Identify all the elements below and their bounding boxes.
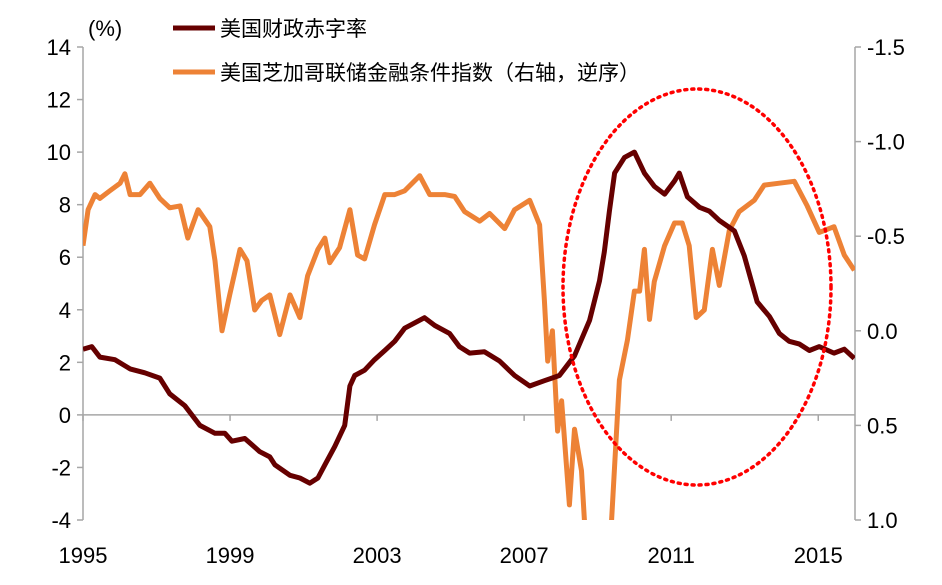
legend: 美国财政赤字率 美国芝加哥联储金融条件指数（右轴，逆序）: [173, 17, 640, 85]
x-tick-label: 2015: [794, 543, 843, 568]
left-tick-label: 0: [59, 403, 71, 428]
left-tick-label: -2: [51, 455, 71, 480]
axes: 14 12 10 8 6 4 2 0 -2 -4 -1.5 -1.0 -0.5 0.0 0.5 1.0 1995…: [47, 35, 905, 568]
x-tick-label: 2011: [648, 543, 695, 568]
x-tick-label: 2003: [353, 543, 402, 568]
left-tick-label: 6: [59, 245, 71, 270]
unit-label: (%): [88, 16, 122, 41]
x-tick-label: 2007: [500, 543, 549, 568]
x-tick-label: 1999: [206, 543, 255, 568]
left-tick-label: 14: [47, 35, 71, 60]
right-tick-label: -1.0: [867, 130, 905, 155]
left-tick-label: -4: [51, 508, 71, 533]
left-tick-label: 4: [59, 298, 71, 323]
left-tick-label: 8: [59, 193, 71, 218]
legend-label-nfci: 美国芝加哥联储金融条件指数（右轴，逆序）: [220, 61, 640, 85]
left-tick-label: 10: [47, 140, 71, 165]
x-tick-label: 1995: [59, 543, 108, 568]
left-tick-label: 2: [59, 350, 71, 375]
series-lines: [83, 149, 855, 520]
legend-label-deficit: 美国财政赤字率: [220, 17, 367, 41]
right-tick-label: 0.0: [867, 319, 898, 344]
right-tick-label: -0.5: [867, 224, 905, 249]
series-line-nfci: [83, 171, 855, 520]
series-line-deficit: [83, 149, 855, 486]
left-tick-label: 12: [47, 88, 71, 113]
annotation-ellipse: [561, 87, 833, 487]
right-tick-label: 0.5: [867, 413, 898, 438]
right-tick-label: -1.5: [867, 35, 905, 60]
right-tick-label: 1.0: [867, 508, 898, 533]
